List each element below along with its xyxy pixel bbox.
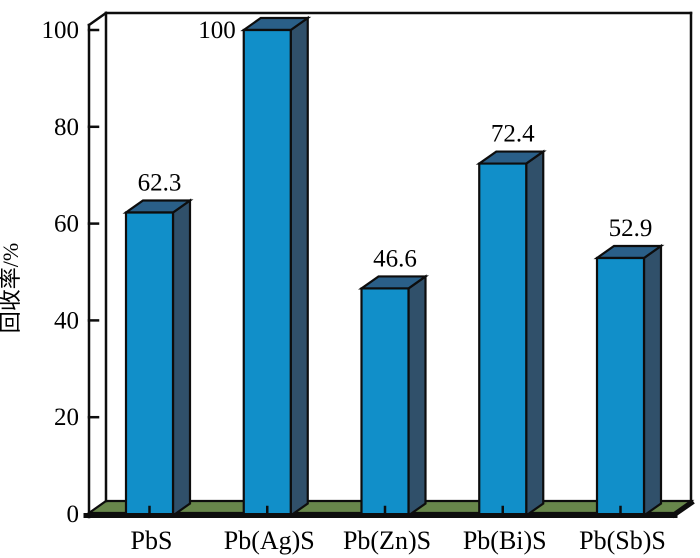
- category-label: Pb(Zn)S: [343, 526, 431, 555]
- baseline-depth-edge: [671, 500, 695, 519]
- y-tick-label: 80: [54, 114, 79, 141]
- bar-front-face: [595, 256, 646, 517]
- axis-corner-edge: [87, 11, 108, 27]
- category-label: Pb(Ag)S: [224, 526, 315, 555]
- y-tick-label: 100: [42, 17, 80, 44]
- y-axis-title: 回收率/%: [0, 243, 23, 333]
- bar-front-face: [360, 287, 410, 517]
- bar-value-label: 52.9: [609, 215, 653, 242]
- bar-side-face: [525, 149, 545, 518]
- category-label: Pb(Bi)S: [463, 526, 547, 555]
- bar-front-face: [124, 211, 175, 517]
- bar-front-face: [478, 162, 528, 517]
- bar-value-label: 62.3: [138, 169, 182, 196]
- y-tick-label: 0: [67, 501, 80, 528]
- category-label: Pb(Sb)S: [579, 526, 666, 555]
- y-tick-label: 20: [54, 404, 79, 431]
- y-tick-label: 60: [54, 211, 79, 238]
- bar-value-label: 72.4: [491, 121, 535, 148]
- bar-side-face: [171, 198, 192, 518]
- bar-side-face: [642, 243, 663, 518]
- category-label: PbS: [131, 526, 173, 555]
- y-tick-label: 40: [54, 307, 79, 334]
- bar-value-label: 100: [198, 17, 236, 44]
- bar-side-face: [407, 274, 427, 518]
- bar-value-label: 46.6: [373, 245, 417, 272]
- bar-side-face: [289, 15, 309, 518]
- bar-front-face: [242, 28, 292, 517]
